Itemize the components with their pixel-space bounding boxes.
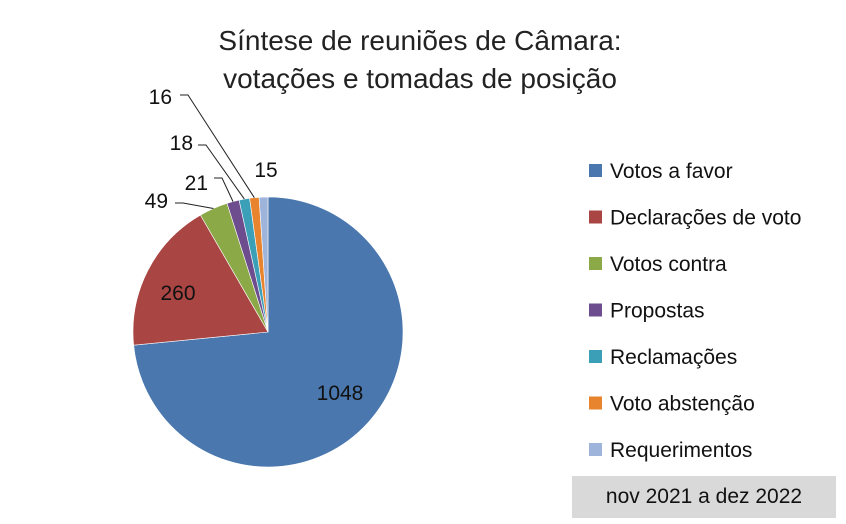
data-label-propostas: 21	[185, 172, 208, 195]
legend-swatch-votos-contra	[589, 257, 602, 270]
data-label-votos-contra: 49	[145, 190, 168, 213]
legend-swatch-declaracoes-de-voto	[589, 210, 602, 224]
legend-swatch-requerimentos	[589, 443, 602, 456]
chart-title-line-1: Síntese de reuniões de Câmara:	[218, 25, 621, 56]
legend-label-votos-a-favor: Votos a favor	[610, 160, 733, 183]
pie-slice-requerimentos	[258, 196, 269, 333]
pie-slice-declaracoes-de-voto	[132, 214, 269, 346]
data-label-voto-abstencao: 16	[149, 86, 172, 109]
chart-title-line-2: votações e tomadas de posição	[223, 63, 617, 94]
legend-label-propostas: Propostas	[610, 300, 705, 323]
legend-label-requerimentos: Requerimentos	[610, 439, 752, 462]
legend-swatch-reclamacoes	[589, 350, 602, 363]
legend-swatch-votos-a-favor	[589, 164, 602, 177]
legend-swatch-voto-abstencao	[589, 396, 602, 410]
leader-line-reclamacoes	[198, 144, 245, 200]
data-label-votos-a-favor: 1048	[317, 382, 364, 405]
data-label-declaracoes-de-voto: 260	[160, 282, 195, 305]
legend-swatch-propostas	[589, 303, 602, 317]
leader-line-propostas	[214, 177, 234, 202]
legend-label-reclamacoes: Reclamações	[610, 346, 737, 369]
legend-label-voto-abstencao: Voto abstenção	[610, 393, 755, 416]
leader-line-votos-contra	[175, 202, 214, 210]
period-footer: nov 2021 a dez 2022	[572, 476, 836, 518]
data-label-reclamacoes: 18	[170, 132, 193, 155]
legend-label-votos-contra: Votos contra	[610, 253, 727, 276]
leader-line-voto-abstencao	[180, 94, 255, 198]
data-label-requerimentos: 15	[254, 159, 277, 182]
legend-label-declaracoes-de-voto: Declarações de voto	[610, 207, 801, 230]
